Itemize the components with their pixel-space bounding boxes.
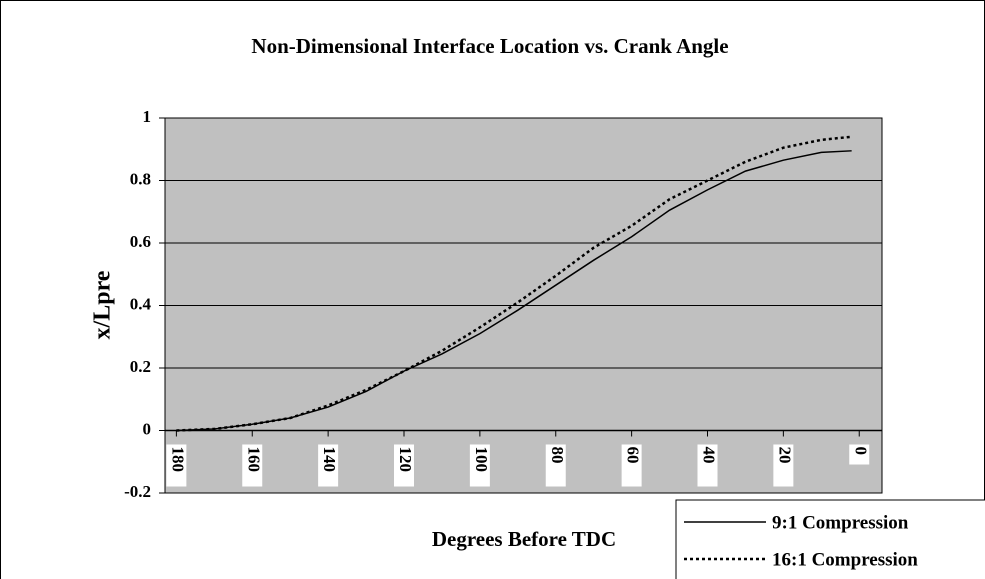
y-tick-label: -0.2 xyxy=(124,482,151,501)
x-tick-label: 40 xyxy=(700,447,719,464)
x-tick-label: 20 xyxy=(775,447,794,464)
x-tick-label: 80 xyxy=(548,447,567,464)
x-axis-label: Degrees Before TDC xyxy=(432,527,616,551)
y-axis-label: x/Lpre xyxy=(90,270,116,339)
x-tick-label: 120 xyxy=(396,447,415,473)
y-tick-label: 0.2 xyxy=(130,357,151,376)
x-tick-label-box xyxy=(849,444,870,465)
x-tick-label: 180 xyxy=(168,447,187,473)
x-tick-label: 100 xyxy=(472,447,491,473)
y-tick-label: 1 xyxy=(143,107,152,126)
x-tick-label: 140 xyxy=(320,447,339,473)
legend-box xyxy=(675,499,985,579)
x-tick-label-box xyxy=(545,444,566,487)
x-tick-label: 60 xyxy=(624,447,643,464)
y-tick-label: 0.6 xyxy=(130,232,151,251)
legend-label: 9:1 Compression xyxy=(772,512,909,533)
y-tick-label: 0.8 xyxy=(130,169,151,188)
data-line xyxy=(176,135,852,432)
x-tick-label: 160 xyxy=(244,447,263,473)
x-tick-label-box xyxy=(773,444,794,487)
x-tick-label-box xyxy=(242,444,263,487)
x-tick-label-box xyxy=(166,444,187,487)
chart-title: Non-Dimensional Interface Location vs. C… xyxy=(251,34,728,58)
y-tick-label: 0.4 xyxy=(130,294,152,313)
x-tick-label-box xyxy=(394,444,414,487)
x-tick-label-box xyxy=(697,444,718,487)
x-tick-label: 0 xyxy=(851,447,870,456)
x-tick-label-box xyxy=(318,444,339,487)
x-tick-label-box xyxy=(469,444,490,487)
legend-label: 16:1 Compression xyxy=(772,549,918,570)
y-tick-label: 0 xyxy=(143,419,152,438)
x-tick-label-box xyxy=(621,444,642,487)
